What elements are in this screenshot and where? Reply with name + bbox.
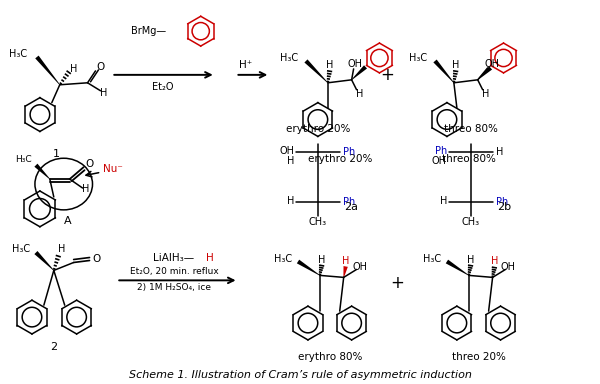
Text: O: O xyxy=(92,253,101,263)
Text: H: H xyxy=(482,89,490,99)
Text: H₃C: H₃C xyxy=(12,243,30,253)
Text: H: H xyxy=(70,64,77,74)
Text: H: H xyxy=(58,243,65,253)
Text: 2: 2 xyxy=(50,342,58,352)
Polygon shape xyxy=(446,260,469,276)
Text: erythro 20%: erythro 20% xyxy=(286,124,350,134)
Text: OH: OH xyxy=(484,59,499,69)
Text: Nu⁻: Nu⁻ xyxy=(103,164,124,174)
Text: O: O xyxy=(85,159,94,169)
Text: H: H xyxy=(342,257,349,266)
Text: +: + xyxy=(391,274,404,292)
Text: A: A xyxy=(64,216,71,226)
Text: OH: OH xyxy=(501,262,516,273)
Text: H: H xyxy=(82,184,89,194)
Polygon shape xyxy=(304,60,328,83)
Text: H: H xyxy=(452,60,460,70)
Text: O: O xyxy=(97,62,104,72)
Text: threo 20%: threo 20% xyxy=(452,352,506,362)
Text: Ph: Ph xyxy=(343,197,355,207)
Polygon shape xyxy=(433,60,454,83)
Text: 2) 1M H₂SO₄, ice: 2) 1M H₂SO₄, ice xyxy=(137,283,211,292)
Text: H₃C: H₃C xyxy=(16,155,32,164)
Text: H: H xyxy=(356,89,363,99)
Text: threo 80%: threo 80% xyxy=(442,154,496,164)
Text: OH: OH xyxy=(347,59,362,69)
Text: H₃C: H₃C xyxy=(280,53,298,63)
Text: Et₂O: Et₂O xyxy=(152,82,174,92)
Text: 2b: 2b xyxy=(497,202,512,212)
Text: CH₃: CH₃ xyxy=(309,217,327,227)
Text: H: H xyxy=(287,196,294,206)
Polygon shape xyxy=(297,260,320,276)
Text: H: H xyxy=(287,156,294,166)
Polygon shape xyxy=(34,251,54,271)
Text: H: H xyxy=(496,147,503,157)
Text: Scheme 1. Illustration of Cram’s rule of asymmetric induction: Scheme 1. Illustration of Cram’s rule of… xyxy=(128,370,472,380)
Text: H₃C: H₃C xyxy=(9,49,27,59)
Text: 2a: 2a xyxy=(344,202,359,212)
Text: H: H xyxy=(100,88,107,98)
Polygon shape xyxy=(35,56,60,85)
Text: H⁺: H⁺ xyxy=(239,60,252,70)
Text: Et₂O, 20 min. reflux: Et₂O, 20 min. reflux xyxy=(130,267,218,276)
Text: H₃C: H₃C xyxy=(274,253,292,263)
Text: LiAlH₃—: LiAlH₃— xyxy=(154,253,194,263)
Text: OH: OH xyxy=(352,262,367,273)
Text: CH₃: CH₃ xyxy=(461,217,480,227)
Polygon shape xyxy=(343,266,348,277)
Text: erythro 20%: erythro 20% xyxy=(308,154,372,164)
Text: H: H xyxy=(467,255,475,265)
Text: H: H xyxy=(440,196,447,206)
Polygon shape xyxy=(478,66,492,80)
Text: OH: OH xyxy=(432,156,447,166)
Text: erythro 80%: erythro 80% xyxy=(298,352,362,362)
Text: H₃C: H₃C xyxy=(409,53,427,63)
Text: Ph: Ph xyxy=(434,146,447,156)
Text: 1: 1 xyxy=(53,149,60,159)
Text: Ph: Ph xyxy=(343,147,355,157)
Text: H₃C: H₃C xyxy=(423,253,441,263)
Text: BrMg—: BrMg— xyxy=(131,26,166,36)
Text: H: H xyxy=(318,255,326,265)
Text: Ph: Ph xyxy=(496,197,508,207)
Text: threo 80%: threo 80% xyxy=(444,124,497,134)
Text: H: H xyxy=(206,253,214,263)
Polygon shape xyxy=(352,65,367,80)
Text: +: + xyxy=(380,66,394,84)
Polygon shape xyxy=(34,164,50,179)
Text: OH: OH xyxy=(279,146,294,156)
Text: H: H xyxy=(491,257,498,266)
Text: H: H xyxy=(326,60,334,70)
